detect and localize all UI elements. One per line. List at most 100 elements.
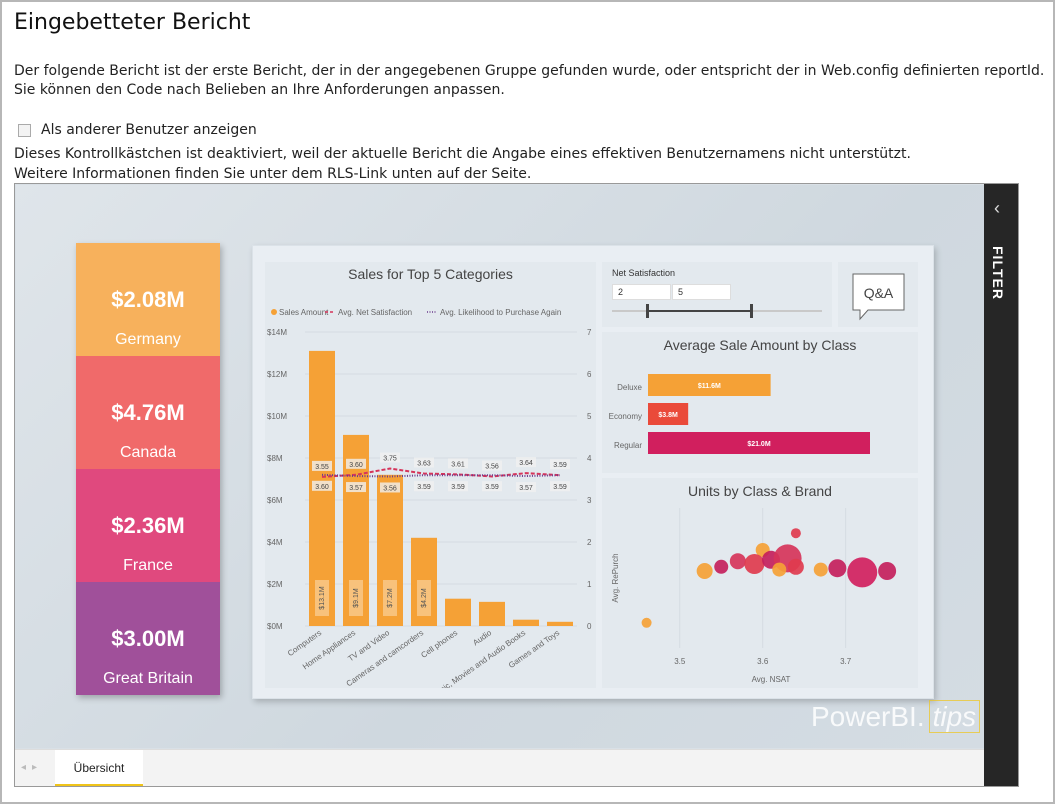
tab-scroll-arrows-icon[interactable]: ◂▸ bbox=[21, 762, 44, 773]
bar bbox=[411, 537, 437, 626]
line-label-bg bbox=[448, 458, 468, 469]
scatter-title: Units by Class & Brand bbox=[688, 483, 832, 499]
chevron-left-icon[interactable]: ‹ bbox=[994, 198, 1000, 218]
units-scatter-card[interactable]: Units by Class & Brand 3.5 3.6 3.7 Avg. NSA… bbox=[602, 478, 918, 688]
line-data-label: 3.60 bbox=[349, 462, 363, 469]
line-label-bg bbox=[516, 482, 536, 493]
qa-button[interactable]: Q&A bbox=[838, 262, 918, 327]
y2-tick-label: 6 bbox=[587, 370, 592, 379]
page-tab-bar: ◂▸ Übersicht bbox=[15, 749, 984, 786]
x-tick-label: 3.6 bbox=[757, 657, 769, 666]
kpi-stack: $2.08M Germany $4.76M Canada $2.36M Fran… bbox=[76, 243, 220, 695]
y-tick-label: $4M bbox=[267, 538, 283, 547]
class-bar-label: $21.0M bbox=[747, 441, 771, 448]
line-data-label: 3.60 bbox=[315, 484, 329, 491]
y2-tick-label: 3 bbox=[587, 496, 592, 505]
net-satisfaction-slicer[interactable]: Net Satisfaction 2 5 bbox=[602, 262, 832, 327]
watermark-main: PowerBI. bbox=[811, 701, 925, 732]
y-tick-label: $6M bbox=[267, 496, 283, 505]
scatter-point bbox=[641, 617, 652, 628]
y2-tick-label: 0 bbox=[587, 622, 592, 631]
bar-label-bg bbox=[315, 580, 329, 616]
kpi-card-great-britain[interactable]: $3.00M Great Britain bbox=[76, 582, 220, 695]
bar bbox=[513, 619, 539, 626]
y-tick-label: $2M bbox=[267, 580, 283, 589]
kpi-card-germany[interactable]: $2.08M Germany bbox=[76, 243, 220, 356]
impersonate-checkbox-row[interactable]: Als anderer Benutzer anzeigen bbox=[18, 122, 257, 138]
line-data-label: 3.57 bbox=[519, 485, 533, 492]
class-bar bbox=[648, 403, 689, 425]
avg-sale-by-class-card[interactable]: Average Sale Amount by Class Deluxe $11.6… bbox=[602, 332, 918, 473]
combo-chart-card[interactable]: Sales for Top 5 Categories Sales Amount A… bbox=[265, 262, 596, 688]
qa-label: Q&A bbox=[863, 285, 894, 301]
legend-marker bbox=[271, 309, 277, 315]
line-label-bg bbox=[380, 482, 400, 493]
bar-data-label: $9.1M bbox=[353, 588, 360, 608]
slicer-max-input[interactable]: 5 bbox=[672, 284, 731, 300]
bar bbox=[479, 601, 505, 626]
bar-data-label: $13.1M bbox=[319, 586, 326, 610]
slicer-max-handle[interactable] bbox=[750, 304, 753, 318]
y-tick-label: $0M bbox=[267, 622, 283, 631]
note-line-1: Dieses Kontrollkästchen ist deaktiviert,… bbox=[14, 146, 911, 162]
impersonate-checkbox-label[interactable]: Als anderer Benutzer anzeigen bbox=[41, 122, 257, 138]
qa-bubble-icon bbox=[852, 273, 905, 321]
scatter-chart[interactable]: 3.5 3.6 3.7 Avg. NSAT Avg. RePurch bbox=[602, 478, 918, 688]
line-data-label: 3.55 bbox=[315, 464, 329, 471]
scatter-point bbox=[772, 562, 787, 577]
x-axis-label: Avg. NSAT bbox=[752, 675, 791, 684]
kpi-card-france[interactable]: $2.36M France bbox=[76, 469, 220, 582]
rls-notes: Dieses Kontrollkästchen ist deaktiviert,… bbox=[14, 144, 911, 184]
kpi-label: Germany bbox=[115, 331, 181, 348]
line-label-bg bbox=[448, 481, 468, 492]
description-line-2: Sie können den Code nach Belieben an Ihr… bbox=[14, 82, 505, 98]
line-label-bg bbox=[550, 459, 570, 470]
class-label: Regular bbox=[614, 441, 642, 450]
legend-label: Avg. Likelihood to Purchase Again bbox=[440, 308, 561, 317]
impersonate-checkbox[interactable] bbox=[18, 123, 31, 137]
filter-pane-label[interactable]: FILTER bbox=[990, 246, 1006, 300]
line-data-label: 3.56 bbox=[485, 463, 499, 470]
y-axis-label: Avg. RePurch bbox=[611, 553, 620, 602]
bar-data-label: $7.2M bbox=[387, 588, 394, 608]
note-line-2: Weitere Informationen finden Sie unter d… bbox=[14, 166, 532, 182]
line-data-label: 3.59 bbox=[553, 462, 567, 469]
line-data-label: 3.63 bbox=[417, 461, 431, 468]
slicer-min-input[interactable]: 2 bbox=[612, 284, 671, 300]
scatter-point bbox=[847, 557, 878, 588]
avg-sale-chart[interactable]: Deluxe $11.6M Economy $3.8M Regular $21.0M bbox=[602, 332, 918, 473]
line-label-bg bbox=[312, 480, 332, 491]
x-tick-label: 3.7 bbox=[840, 657, 852, 666]
y-tick-label: $14M bbox=[267, 328, 287, 337]
bar-label-bg bbox=[349, 580, 363, 616]
y2-tick-label: 1 bbox=[587, 580, 592, 589]
line-label-bg bbox=[346, 458, 366, 469]
powerbi-tips-watermark: PowerBI. tips bbox=[811, 700, 981, 733]
scatter-point bbox=[787, 558, 804, 575]
kpi-label: Canada bbox=[119, 444, 177, 461]
scatter-point bbox=[696, 563, 713, 579]
kpi-value: $3.00M bbox=[111, 626, 185, 651]
scatter-point bbox=[828, 559, 847, 578]
bar bbox=[547, 621, 573, 626]
scatter-point bbox=[729, 553, 746, 570]
kpi-value: $2.08M bbox=[111, 287, 185, 312]
slicer-min-handle[interactable] bbox=[646, 304, 649, 318]
combo-chart[interactable]: Sales Amount Avg. Net Satisfaction Avg. Li… bbox=[265, 262, 596, 688]
likelihood-line bbox=[321, 473, 561, 478]
class-bar bbox=[648, 374, 771, 396]
kpi-card-canada[interactable]: $4.76M Canada bbox=[76, 356, 220, 469]
scatter-point bbox=[744, 554, 765, 574]
description-line-1: Der folgende Bericht ist der erste Beric… bbox=[14, 63, 1045, 79]
tab-uebersicht[interactable]: Übersicht bbox=[55, 750, 143, 786]
filter-pane[interactable]: ‹ FILTER bbox=[984, 184, 1018, 786]
line-label-bg bbox=[414, 481, 434, 492]
line-label-bg bbox=[380, 452, 400, 463]
legend-label: Avg. Net Satisfaction bbox=[338, 308, 412, 317]
line-data-label: 3.64 bbox=[519, 460, 533, 467]
line-data-label: 3.57 bbox=[349, 485, 363, 492]
y-tick-label: $12M bbox=[267, 370, 287, 379]
page-title: Eingebetteter Bericht bbox=[14, 10, 251, 35]
bar bbox=[445, 598, 471, 626]
scatter-point bbox=[714, 559, 729, 574]
